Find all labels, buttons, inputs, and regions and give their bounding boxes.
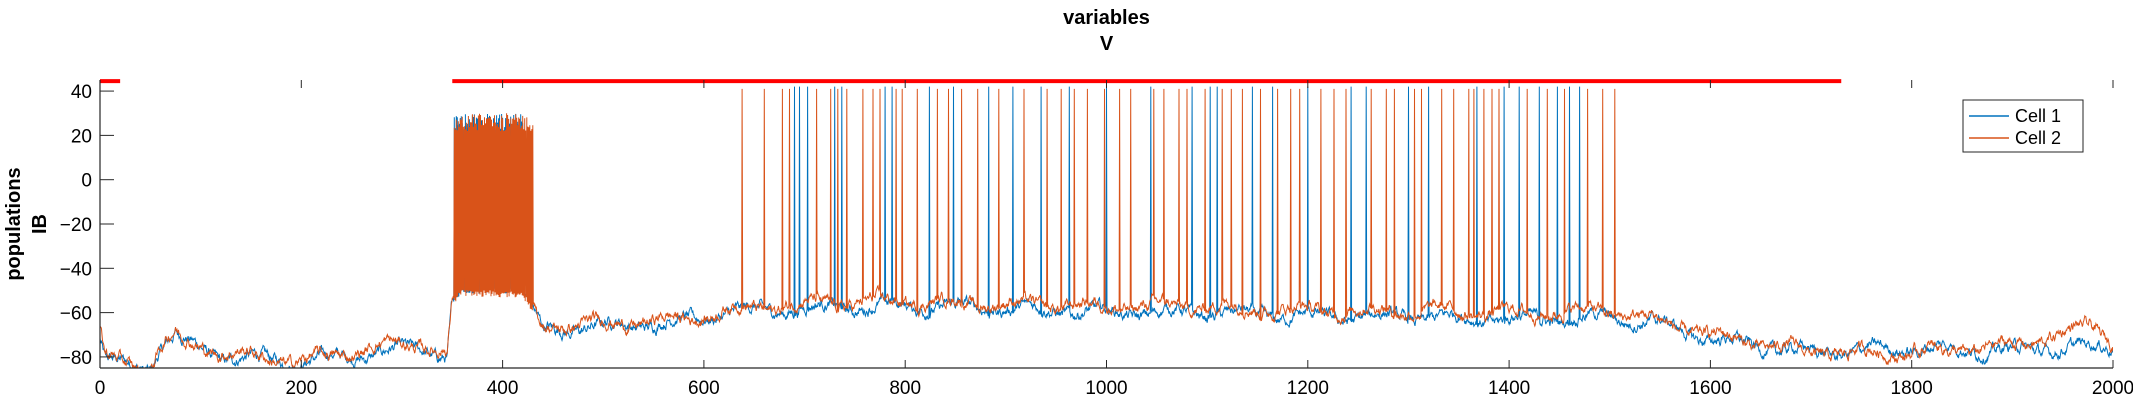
title-line-v: V [1100, 33, 1114, 55]
x-tick-label: 600 [688, 378, 720, 399]
x-tick-label: 800 [889, 378, 921, 399]
trace-cell-2 [100, 88, 2113, 368]
x-tick-label: 1000 [1085, 378, 1127, 399]
y-tick-label: −80 [60, 348, 92, 369]
x-tick-label: 400 [487, 378, 519, 399]
y-tick-label: −60 [60, 304, 92, 325]
plot-area [100, 79, 2113, 368]
x-tick-label: 1400 [1488, 378, 1530, 399]
x-tick-label: 0 [95, 378, 106, 399]
x-tick-label: 1200 [1287, 378, 1329, 399]
legend-box [1962, 99, 2084, 153]
ylabel-populations: populations [3, 167, 25, 280]
series-cell-2 [100, 88, 2113, 368]
y-axis-ticks: −80 −60 −40 −20 0 20 40 [60, 82, 114, 369]
y-tick-label: 20 [71, 126, 92, 147]
legend: Cell 1 Cell 2 [1962, 99, 2084, 153]
ylabel-ib: IB [29, 214, 51, 234]
x-tick-label: 200 [285, 378, 317, 399]
x-tick-label: 1800 [1891, 378, 1933, 399]
y-tick-label: −20 [60, 215, 92, 236]
x-axis-ticks: 0 200 400 600 800 1000 1200 1400 1600 1800 2000 [95, 80, 2133, 399]
legend-label-cell-1: Cell 1 [2015, 106, 2061, 126]
y-tick-label: 0 [81, 171, 92, 192]
y-tick-label: −40 [60, 259, 92, 280]
legend-label-cell-2: Cell 2 [2015, 128, 2061, 148]
y-axis-label: populations IB [3, 167, 51, 280]
x-tick-label: 2000 [2092, 378, 2133, 399]
y-tick-label: 40 [71, 82, 92, 103]
chart-title: variables V [1063, 7, 1150, 55]
title-line-variables: variables [1063, 7, 1150, 29]
x-tick-label: 1600 [1689, 378, 1731, 399]
